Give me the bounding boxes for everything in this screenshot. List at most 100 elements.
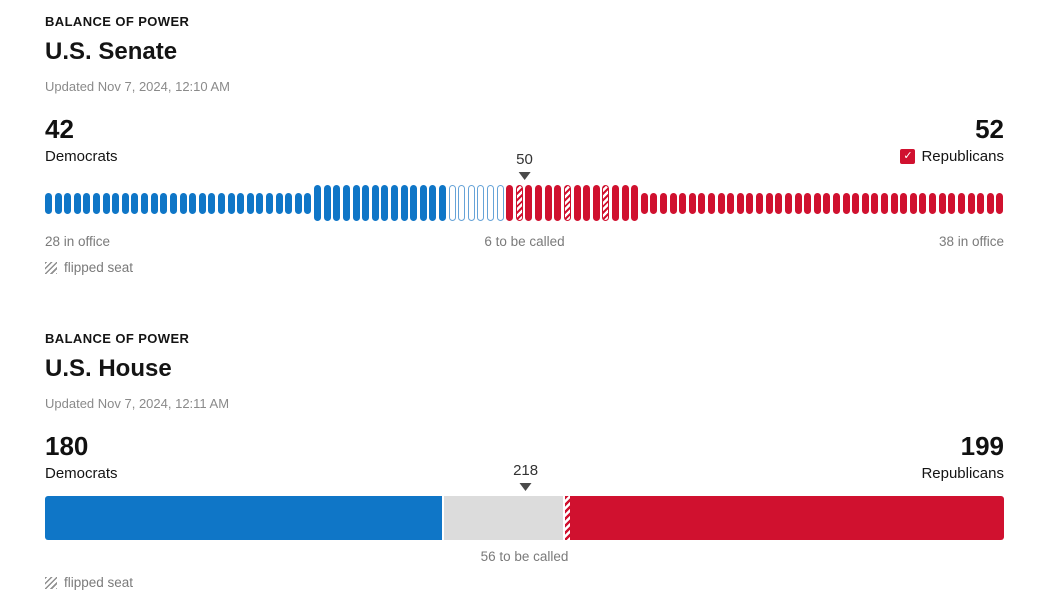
senate-republicans-total: 52 ✓ Republicans: [900, 116, 1004, 165]
seat-pill-rep-office: [938, 192, 946, 214]
flipped-seat-swatch-icon: [45, 576, 57, 589]
senate-majority-marker: 50: [516, 151, 533, 185]
seat-pill-dem-elected: [410, 185, 418, 221]
seat-pill-rep-elected: [554, 185, 562, 221]
seat-pill-dem-elected: [429, 185, 437, 221]
seat-pill-dem-elected: [419, 185, 427, 221]
seat-pill-rep-office: [775, 192, 783, 214]
house-chart-area: 218: [45, 462, 1004, 540]
seat-pill-rep-office: [900, 192, 908, 214]
seat-pill-rep-office: [842, 192, 850, 214]
seat-pill-rep-office: [881, 192, 889, 214]
seat-pill-rep-elected: [515, 185, 523, 221]
house-democrats-count: 180: [45, 431, 89, 461]
house-bar-segment-uncalled: [441, 496, 566, 540]
seat-pill-rep-elected: [631, 185, 639, 221]
seat-pill-rep-office: [909, 192, 917, 214]
seat-pill-dem-office: [198, 192, 206, 214]
senate-note-rep-in-office: 38 in office: [938, 234, 1004, 249]
house-majority-label: 218: [513, 462, 539, 479]
senate-republicans-label: Republicans: [921, 148, 1004, 165]
seat-pill-rep-office: [669, 192, 677, 214]
senate-kicker: BALANCE OF POWER: [45, 14, 190, 29]
majority-triangle-icon: [519, 483, 532, 491]
seat-pill-uncalled: [477, 185, 485, 221]
seat-pill-dem-elected: [438, 185, 446, 221]
seat-pill-dem-office: [237, 192, 245, 214]
seat-pill-rep-office: [804, 192, 812, 214]
senate-totals-row: 42 Democrats 52 ✓ Republicans: [45, 116, 1004, 165]
house-kicker: BALANCE OF POWER: [45, 331, 190, 346]
seat-pill-dem-office: [227, 192, 235, 214]
seat-pill-rep-office: [640, 192, 648, 214]
seat-pill-rep-office: [977, 192, 985, 214]
seat-pill-rep-elected: [544, 185, 552, 221]
seat-pill-dem-office: [294, 192, 302, 214]
seat-pill-dem-office: [150, 192, 158, 214]
seat-pill-rep-elected: [563, 185, 571, 221]
seat-pill-rep-office: [996, 192, 1004, 214]
house-bar-segment-rep-flipped: [565, 496, 570, 540]
house-republicans-total: 199 Republicans: [921, 433, 1004, 482]
seat-pill-dem-office: [285, 192, 293, 214]
seat-pill-rep-elected: [592, 185, 600, 221]
senate-democrats-total: 42 Democrats: [45, 116, 118, 165]
seat-pill-dem-elected: [390, 185, 398, 221]
seat-pill-rep-office: [660, 192, 667, 214]
senate-majority-label: 50: [516, 151, 533, 168]
seat-pill-dem-elected: [362, 185, 370, 221]
seat-pill-rep-office: [765, 192, 773, 214]
seat-pill-rep-office: [957, 192, 965, 214]
senate-updated-timestamp: Updated Nov 7, 2024, 12:10 AM: [45, 79, 231, 94]
seat-pill-dem-office: [160, 192, 168, 214]
seat-pill-dem-elected: [381, 185, 389, 221]
seat-pill-rep-office: [688, 192, 696, 214]
seat-pill-rep-office: [823, 192, 831, 214]
seat-pill-rep-elected: [583, 185, 591, 221]
seat-pill-rep-office: [871, 192, 879, 214]
house-democrats-total: 180 Democrats: [45, 433, 118, 482]
seat-pill-dem-office: [73, 192, 81, 214]
senate-republicans-count: 52: [975, 114, 1004, 144]
seat-pill-dem-office: [189, 192, 197, 214]
flipped-seat-swatch-icon: [45, 261, 57, 274]
majority-triangle-icon: [518, 172, 531, 180]
seat-pill-dem-elected: [342, 185, 350, 221]
seat-pill-rep-elected: [573, 185, 581, 221]
seat-pill-uncalled: [448, 185, 456, 221]
seat-pill-dem-office: [141, 192, 149, 214]
seat-pill-rep-office: [784, 192, 792, 214]
seat-pill-dem-elected: [314, 185, 322, 221]
seat-pill-rep-office: [890, 192, 898, 214]
seat-pill-uncalled: [487, 185, 495, 221]
house-republicans-label: Republicans: [921, 465, 1004, 482]
senate-title: U.S. Senate: [45, 38, 178, 65]
senate-flipped-seat-label: flipped seat: [64, 260, 134, 275]
house-totals-row: 180 Democrats 199 Republicans: [45, 433, 1004, 482]
house-section: BALANCE OF POWER U.S. House Updated Nov …: [45, 331, 1004, 590]
seat-pill-rep-office: [756, 192, 764, 214]
seat-pill-rep-elected: [535, 185, 543, 221]
seat-pill-dem-office: [45, 192, 52, 214]
seat-pill-dem-office: [208, 192, 216, 214]
senate-board: 42 Democrats 52 ✓ Republicans 50: [45, 116, 1004, 275]
seat-pill-rep-office: [717, 192, 725, 214]
seat-pill-dem-elected: [333, 185, 341, 221]
seat-pill-dem-office: [131, 192, 139, 214]
seat-pill-dem-office: [93, 192, 101, 214]
senate-section: BALANCE OF POWER U.S. Senate Updated Nov…: [45, 14, 1004, 275]
seat-pill-rep-office: [698, 192, 706, 214]
seat-pill-rep-office: [736, 192, 744, 214]
seat-pill-dem-office: [266, 192, 274, 214]
seat-pill-rep-office: [727, 192, 735, 214]
senate-notes-row: 28 in office 6 to be called 38 in office: [45, 234, 1004, 249]
seat-pill-dem-office: [169, 192, 177, 214]
senate-flipped-seat-legend: flipped seat: [45, 260, 1004, 275]
house-majority-marker: 218: [513, 462, 538, 496]
seat-pill-dem-elected: [323, 185, 331, 221]
seat-pill-rep-elected: [611, 185, 619, 221]
house-flipped-seat-label: flipped seat: [64, 575, 134, 590]
winner-check-icon: ✓: [900, 149, 916, 164]
seat-pill-rep-office: [794, 192, 802, 214]
